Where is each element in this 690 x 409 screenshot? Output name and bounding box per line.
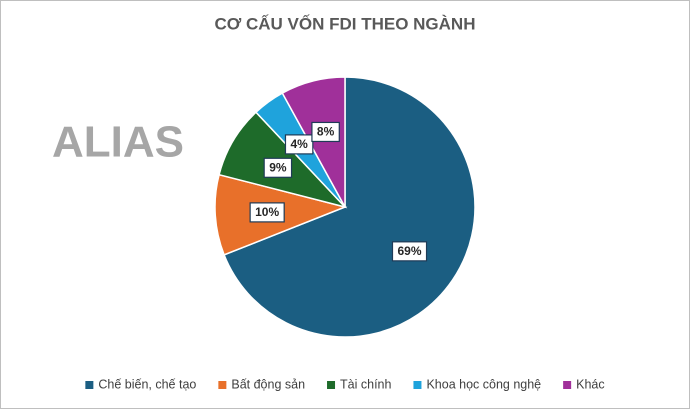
data-label: 8%: [317, 125, 335, 139]
legend-marker: [413, 381, 422, 389]
legend-label: Tài chính: [340, 377, 391, 391]
legend: Chế biến, chế tạo Bất động sản Tài chính Kh…: [85, 377, 605, 391]
data-label-box: [284, 134, 314, 155]
data-label-box: [391, 241, 428, 262]
data-label: 9%: [269, 160, 287, 174]
data-label-box: [311, 121, 340, 143]
legend-marker: [85, 381, 94, 389]
data-label: 4%: [290, 137, 308, 151]
legend-label: Chế biến, chế tạo: [98, 377, 196, 391]
data-label-box: [263, 157, 293, 178]
legend-marker: [327, 381, 336, 389]
legend-label: Khoa học công nghệ: [426, 377, 541, 391]
legend-item: Chế biến, chế tạo: [85, 377, 196, 391]
legend-item: Tài chính: [327, 377, 391, 391]
data-label-box: [249, 202, 285, 223]
watermark: ALIAS: [52, 118, 184, 167]
legend-label: Khác: [576, 377, 605, 391]
data-label: 69%: [397, 244, 421, 258]
data-label: 10%: [255, 205, 279, 219]
chart-title: CƠ CẤU VỐN FDI THEO NGÀNH: [214, 13, 475, 33]
legend-marker: [563, 381, 572, 389]
legend-item: Khác: [563, 377, 605, 391]
pie-slice: [223, 76, 476, 338]
legend-label: Bất động sản: [231, 377, 305, 391]
legend-item: Bất động sản: [218, 377, 305, 391]
legend-marker: [218, 381, 227, 389]
legend-item: Khoa học công nghệ: [413, 377, 541, 391]
